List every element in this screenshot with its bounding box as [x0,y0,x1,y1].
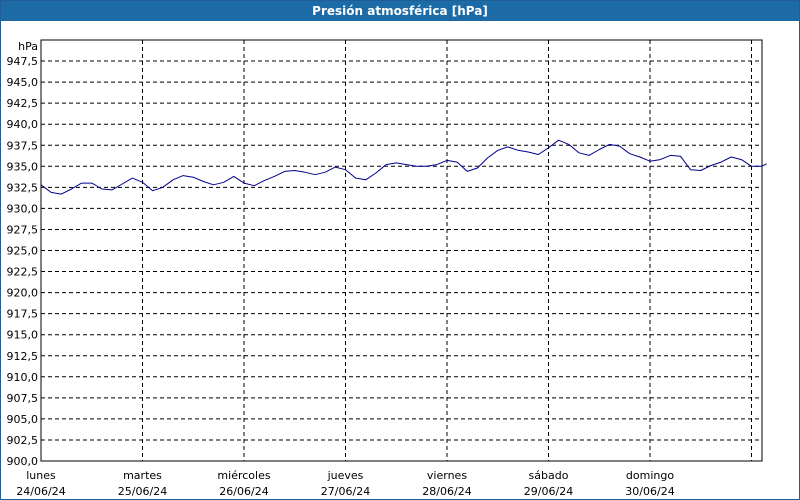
x-tick-day-label: sábado [529,469,569,482]
x-tick-day-label: miércoles [217,469,270,482]
y-tick-label: 907,5 [7,392,39,405]
x-tick-day-label: martes [123,469,162,482]
x-tick-date-label: 24/06/24 [16,485,65,498]
x-tick-day-label: domingo [626,469,674,482]
y-tick-label: 915,0 [7,329,39,342]
y-tick-label: 905,0 [7,413,39,426]
y-tick-label: 945,0 [7,76,39,89]
x-tick-date-label: 28/06/24 [422,485,471,498]
y-tick-label: 937,5 [7,139,39,152]
plot-frame [40,39,763,462]
y-tick-label: 922,5 [7,266,39,279]
window-title: Presión atmosférica [hPa] [1,1,799,21]
y-tick-label: 940,0 [7,118,39,131]
y-tick-label: 930,0 [7,202,39,215]
x-tick-date-label: 29/06/24 [524,485,573,498]
x-tick-day-label: jueves [327,469,364,482]
y-axis-unit-label: hPa [18,40,38,53]
y-tick-label: 942,5 [7,97,39,110]
y-tick-label: 920,0 [7,287,39,300]
x-tick-date-label: 25/06/24 [118,485,167,498]
y-tick-label: 902,5 [7,434,39,447]
y-tick-label: 900,0 [7,455,39,468]
x-tick-date-label: 30/06/24 [625,485,674,498]
y-tick-label: 935,0 [7,160,39,173]
pressure-series-line [40,139,767,195]
x-tick-day-label: lunes [26,469,56,482]
x-tick-day-label: viernes [427,469,467,482]
x-tick-date-label: 26/06/24 [219,485,268,498]
y-tick-label: 917,5 [7,308,39,321]
y-tick-label: 947,5 [7,55,39,68]
y-tick-label: 912,5 [7,350,39,363]
x-tick-date-label: 27/06/24 [321,485,370,498]
y-tick-label: 932,5 [7,181,39,194]
y-tick-label: 910,0 [7,371,39,384]
y-tick-label: 927,5 [7,223,39,236]
y-tick-label: 925,0 [7,245,39,258]
